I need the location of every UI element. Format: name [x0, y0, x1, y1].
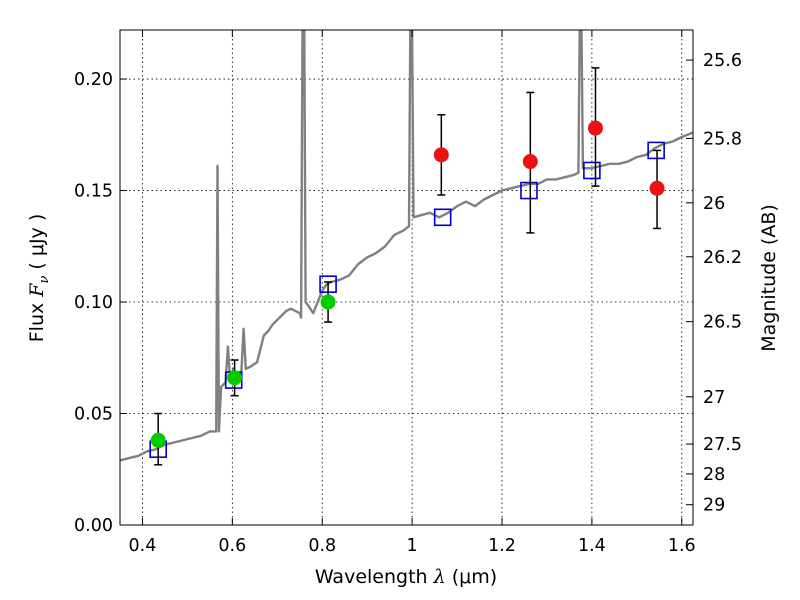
- magnitude-tick-label: 27: [703, 388, 725, 408]
- y-axis: 0.00 0.05 0.10 0.15 0.20: [74, 70, 127, 536]
- observed-flux-point: [587, 120, 603, 136]
- magnitude-tick-label: 29: [703, 496, 725, 516]
- x-tick-label: 1: [407, 536, 418, 556]
- x-tick-label: 1.4: [578, 536, 606, 556]
- x-tick-label: 0.6: [218, 536, 246, 556]
- magnitude-tick-label: 26: [703, 194, 725, 214]
- observed-flux-point: [433, 147, 449, 163]
- spectrum-line: [120, 30, 693, 462]
- x-tick-label: 0.8: [308, 536, 336, 556]
- y-tick-label: 0.15: [74, 182, 113, 202]
- observed-flux-point: [150, 432, 166, 448]
- magnitude-tick-label: 27.5: [703, 435, 742, 455]
- magnitude-tick-label: 26.2: [703, 248, 742, 268]
- x-tick-label: 0.4: [129, 536, 157, 556]
- magnitude-tick-label: 26.5: [703, 313, 742, 333]
- y-axis-label: Flux Fν ( μJy ): [26, 214, 52, 343]
- observed-flux-point: [649, 180, 665, 196]
- magnitude-tick-label: 25.8: [703, 129, 742, 149]
- observed-flux-point: [320, 294, 336, 310]
- model-photometry-square: [433, 208, 452, 227]
- plot-frame: [119, 29, 694, 526]
- grid-lines: [120, 30, 693, 526]
- magnitude-tick-label: 28: [703, 465, 725, 485]
- y-tick-label: 0.00: [74, 516, 113, 536]
- model-photometry-square: [647, 141, 665, 160]
- model-spectrum: [120, 30, 693, 462]
- y-tick-label: 0.20: [74, 70, 113, 90]
- magnitude-tick-label: 25.6: [703, 51, 742, 71]
- magnitude-axis: 25.6 25.8 26 26.2 26.5 27 27.5 28 29: [686, 51, 742, 516]
- y-tick-label: 0.05: [74, 405, 113, 425]
- observed-flux-point: [227, 370, 243, 386]
- data-points: [149, 67, 665, 466]
- model-photometry-square: [583, 161, 601, 180]
- model-photometry-square: [520, 181, 538, 200]
- y-tick-label: 0.10: [74, 293, 113, 313]
- x-tick-label: 1.2: [488, 536, 516, 556]
- x-tick-label: 1.6: [668, 536, 696, 556]
- magnitude-axis-label: Magnitude (AB): [758, 204, 780, 352]
- x-axis: 0.4 0.6 0.8 1 1.2 1.4 1.6: [129, 30, 696, 556]
- observed-flux-point: [522, 154, 538, 170]
- x-axis-label: Wavelength λ (μm): [315, 566, 497, 588]
